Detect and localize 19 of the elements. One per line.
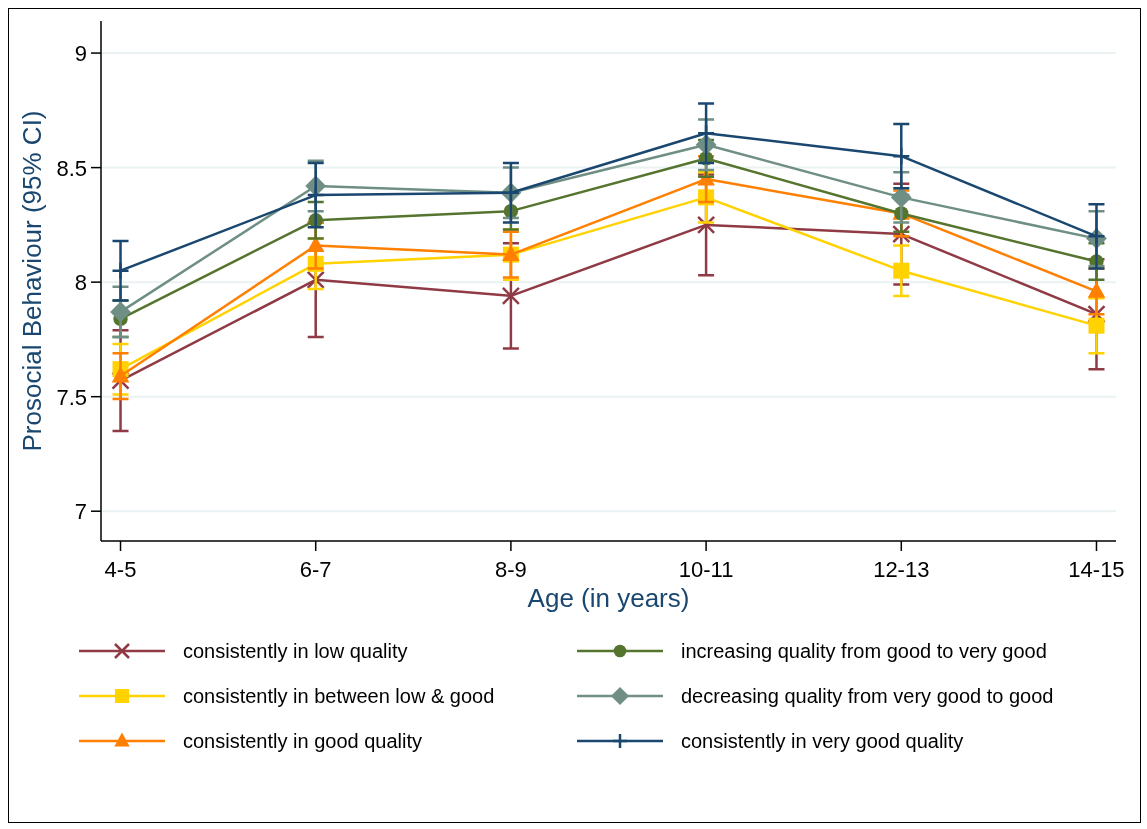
y-tick-label: 9 [74, 41, 87, 67]
x-tick-label: 14-15 [1068, 557, 1125, 582]
legend-label: increasing quality from good to very good [681, 640, 1047, 662]
legend-label: consistently in good quality [183, 730, 423, 752]
y-tick-label: 8.5 [56, 155, 87, 181]
x-tick-label: 4-5 [104, 557, 137, 582]
x-tick-label: 12-13 [873, 557, 930, 582]
legend-label: consistently in very good quality [681, 730, 964, 752]
x-tick-label: 6-7 [299, 557, 332, 582]
y-tick-label: 7.5 [56, 384, 87, 410]
legend-label: decreasing quality from very good to good [681, 685, 1054, 707]
legend-label: consistently in between low & good [183, 685, 495, 707]
x-tick-label: 10-11 [678, 557, 734, 582]
x-tick-label: 8-9 [495, 557, 527, 582]
y-tick-label: 7 [74, 499, 87, 525]
legend-label: consistently in low quality [183, 640, 408, 662]
y-tick-label: 8 [74, 270, 87, 296]
x-axis-title: Age (in years) [527, 583, 690, 613]
y-axis-title: Prosocial Behaviour (95% CI) [17, 110, 47, 452]
